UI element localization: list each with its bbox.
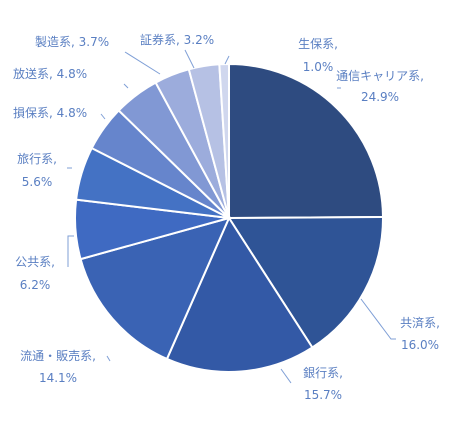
slice-label-name: 通信キャリア系, (336, 69, 424, 83)
slice-label-value: 14.1% (39, 371, 77, 385)
leader-line (100, 113, 106, 120)
slice-label-value: 5.6% (22, 175, 53, 189)
slice-label-value: 24.9% (361, 90, 399, 104)
pie-slices (74, 62, 385, 373)
slice-label: 証券系, 3.2% (140, 32, 214, 47)
leader-line (360, 298, 396, 340)
pie-slice (79, 216, 231, 361)
leader-line (123, 83, 129, 89)
slice-label-name: 公共系, (15, 255, 55, 269)
pie-slice (218, 62, 230, 219)
pie-slice (227, 216, 385, 349)
slice-label-value: 16.0% (401, 338, 439, 352)
slice-label-name: 生保系, (298, 37, 338, 51)
slice-labels: 通信キャリア系, 24.9% 共済系, 16.0% 銀行系, 15.7% 流通・販売系, 14… (13, 32, 440, 402)
slice-label-value: 15.7% (304, 388, 342, 402)
leader-line (224, 55, 230, 65)
slice-label: 製造系, 3.7% (35, 35, 109, 49)
slice-label-name: 旅行系, (17, 152, 57, 166)
slice-label-name: 共済系, (400, 315, 440, 330)
pie-slice (228, 62, 385, 220)
leader-line (184, 49, 195, 69)
slice-label: 損保系, 4.8% (13, 105, 87, 120)
leader-line (106, 355, 111, 362)
slice-label-value: 6.2% (20, 278, 51, 292)
slice-label-name: 銀行系, (303, 366, 343, 380)
leader-line (124, 51, 161, 75)
slice-label-value: 1.0% (303, 60, 334, 74)
slice-label-name: 流通・販売系, (20, 348, 96, 363)
slice-label: 放送系, 4.8% (13, 66, 87, 81)
pie-slice (165, 215, 314, 373)
leader-line (67, 235, 74, 267)
leader-line (280, 368, 292, 384)
leader-lines (67, 49, 396, 384)
